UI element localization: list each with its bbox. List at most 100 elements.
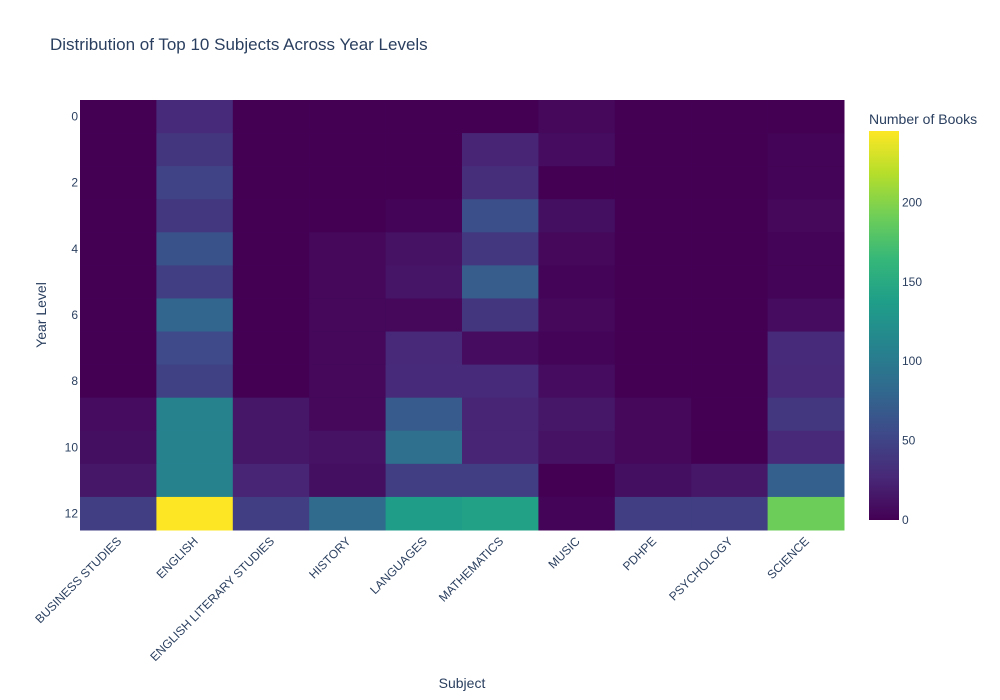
heatmap-cell [80,496,157,531]
heatmap-cell [538,232,616,266]
heatmap-cell [538,298,616,333]
colorbar-title: Number of Books [869,111,977,127]
colorbar-tick-label: 150 [902,275,922,289]
heatmap-cell [462,364,539,399]
heatmap-cell [614,496,692,531]
heatmap-cell [385,265,463,299]
heatmap-cell [614,199,692,233]
heatmap-cell [767,133,845,167]
heatmap-cell [80,100,157,134]
heatmap-cell [614,331,692,366]
heatmap-cell [614,397,692,432]
heatmap-cell [538,133,616,167]
heatmap-cell [538,364,616,399]
heatmap-cell [691,133,769,167]
heatmap-cell [232,100,310,134]
heatmap-cell [309,100,387,134]
heatmap-cell [232,463,310,498]
x-tick-label: LANGUAGES [367,534,430,597]
x-tick-label: ENGLISH LITERARY STUDIES [147,534,277,664]
heatmap-cell [462,166,539,200]
heatmap-cell [232,364,310,399]
heatmap-cell [385,298,463,333]
heatmap-cell [691,364,769,399]
heatmap-cell [538,496,616,531]
colorbar-tick-label: 200 [902,195,922,209]
heatmap-cell [232,133,310,167]
heatmap-cell [691,166,769,200]
heatmap-cell [156,265,234,299]
heatmap-cell [385,199,463,233]
heatmap-cell [385,166,463,200]
colorbar-ticks: 0 50 100 150 200 [902,195,922,527]
heatmap-cell [538,199,616,233]
heatmap-cell [156,463,234,498]
heatmap-cell [767,199,845,233]
heatmap-cell [385,232,463,266]
heatmap-cell [614,232,692,266]
heatmap-cell [80,265,157,299]
heatmap-cell [614,298,692,333]
heatmap-cell [767,298,845,333]
heatmap-cell [309,232,387,266]
heatmap-cell [232,298,310,333]
heatmap-cell [767,430,845,465]
heatmap-cell [538,100,616,134]
heatmap-cell [309,463,387,498]
heatmap-cell [691,496,769,531]
heatmap-cell [614,463,692,498]
heatmap-cell [309,430,387,465]
heatmap-cell [614,430,692,465]
heatmap-cell [156,133,234,167]
heatmap-cell [232,166,310,200]
heatmap-cell [691,100,769,134]
heatmap-cell [462,496,539,531]
heatmap-cell [691,265,769,299]
heatmap-cell [232,496,310,531]
heatmap-cell [232,430,310,465]
heatmap-cell [156,496,234,531]
y-tick-label: 4 [71,242,78,256]
x-tick-label: SCIENCE [764,534,812,582]
heatmap-cell [80,133,157,167]
x-tick-label: MATHEMATICS [436,534,506,604]
heatmap-cell [538,166,616,200]
heatmap-cell [232,265,310,299]
heatmap-cell [767,265,845,299]
x-tick-label: MUSIC [545,534,582,571]
heatmap-cell [309,364,387,399]
heatmap-cell [309,397,387,432]
y-tick-label: 2 [71,176,78,190]
x-tick-label: ENGLISH [154,534,201,581]
heatmap-cell [538,265,616,299]
heatmap-cell [232,397,310,432]
colorbar [869,131,899,520]
colorbar-tick-label: 0 [902,513,909,527]
heatmap-cell [80,166,157,200]
heatmap-cell [232,232,310,266]
heatmap-cell [614,166,692,200]
heatmap-cell [462,397,539,432]
heatmap-cell [156,397,234,432]
heatmap-cell [80,331,157,366]
heatmap-cell [309,199,387,233]
heatmap-cell [614,100,692,134]
heatmap-cell [156,100,234,134]
heatmap-cell [385,496,463,531]
heatmap-cell [156,199,234,233]
heatmap-cell [156,331,234,366]
heatmap-cell [309,331,387,366]
y-tick-label: 8 [71,374,78,388]
x-tick-label: BUSINESS STUDIES [32,534,124,626]
heatmap-cell [614,364,692,399]
heatmap-cell [462,133,539,167]
heatmap-cell [614,133,692,167]
heatmap-cell [462,265,539,299]
x-tick-label: PSYCHOLOGY [666,534,735,603]
heatmap-cell [80,298,157,333]
heatmap-cell [462,100,539,134]
heatmap-cell [309,133,387,167]
heatmap-cell [156,298,234,333]
